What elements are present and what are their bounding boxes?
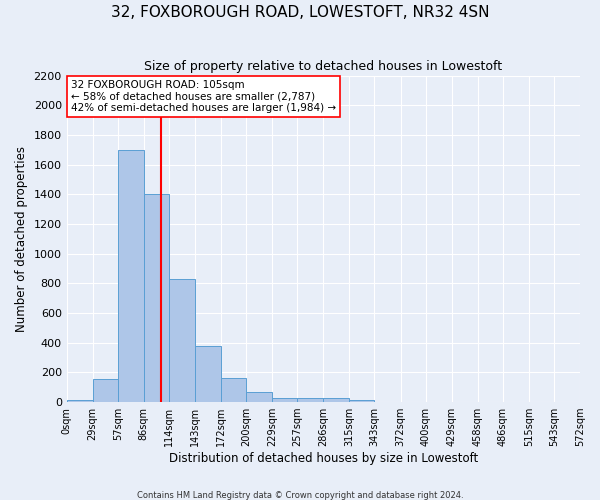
Bar [221, 378, 246, 402]
Text: Contains HM Land Registry data © Crown copyright and database right 2024.: Contains HM Land Registry data © Crown c… [137, 490, 463, 500]
Y-axis label: Number of detached properties: Number of detached properties [15, 146, 28, 332]
Bar [246, 392, 272, 402]
Title: Size of property relative to detached houses in Lowestoft: Size of property relative to detached ho… [144, 60, 502, 73]
Bar [272, 398, 298, 402]
Bar [144, 194, 169, 402]
Text: 32 FOXBOROUGH ROAD: 105sqm
← 58% of detached houses are smaller (2,787)
42% of s: 32 FOXBOROUGH ROAD: 105sqm ← 58% of deta… [71, 80, 336, 113]
Bar [323, 398, 349, 402]
Bar [67, 400, 92, 402]
Bar [118, 150, 144, 402]
X-axis label: Distribution of detached houses by size in Lowestoft: Distribution of detached houses by size … [169, 452, 478, 465]
Bar [298, 398, 323, 402]
Bar [195, 346, 221, 402]
Bar [349, 400, 374, 402]
Bar [92, 379, 118, 402]
Bar [169, 279, 195, 402]
Text: 32, FOXBOROUGH ROAD, LOWESTOFT, NR32 4SN: 32, FOXBOROUGH ROAD, LOWESTOFT, NR32 4SN [111, 5, 489, 20]
